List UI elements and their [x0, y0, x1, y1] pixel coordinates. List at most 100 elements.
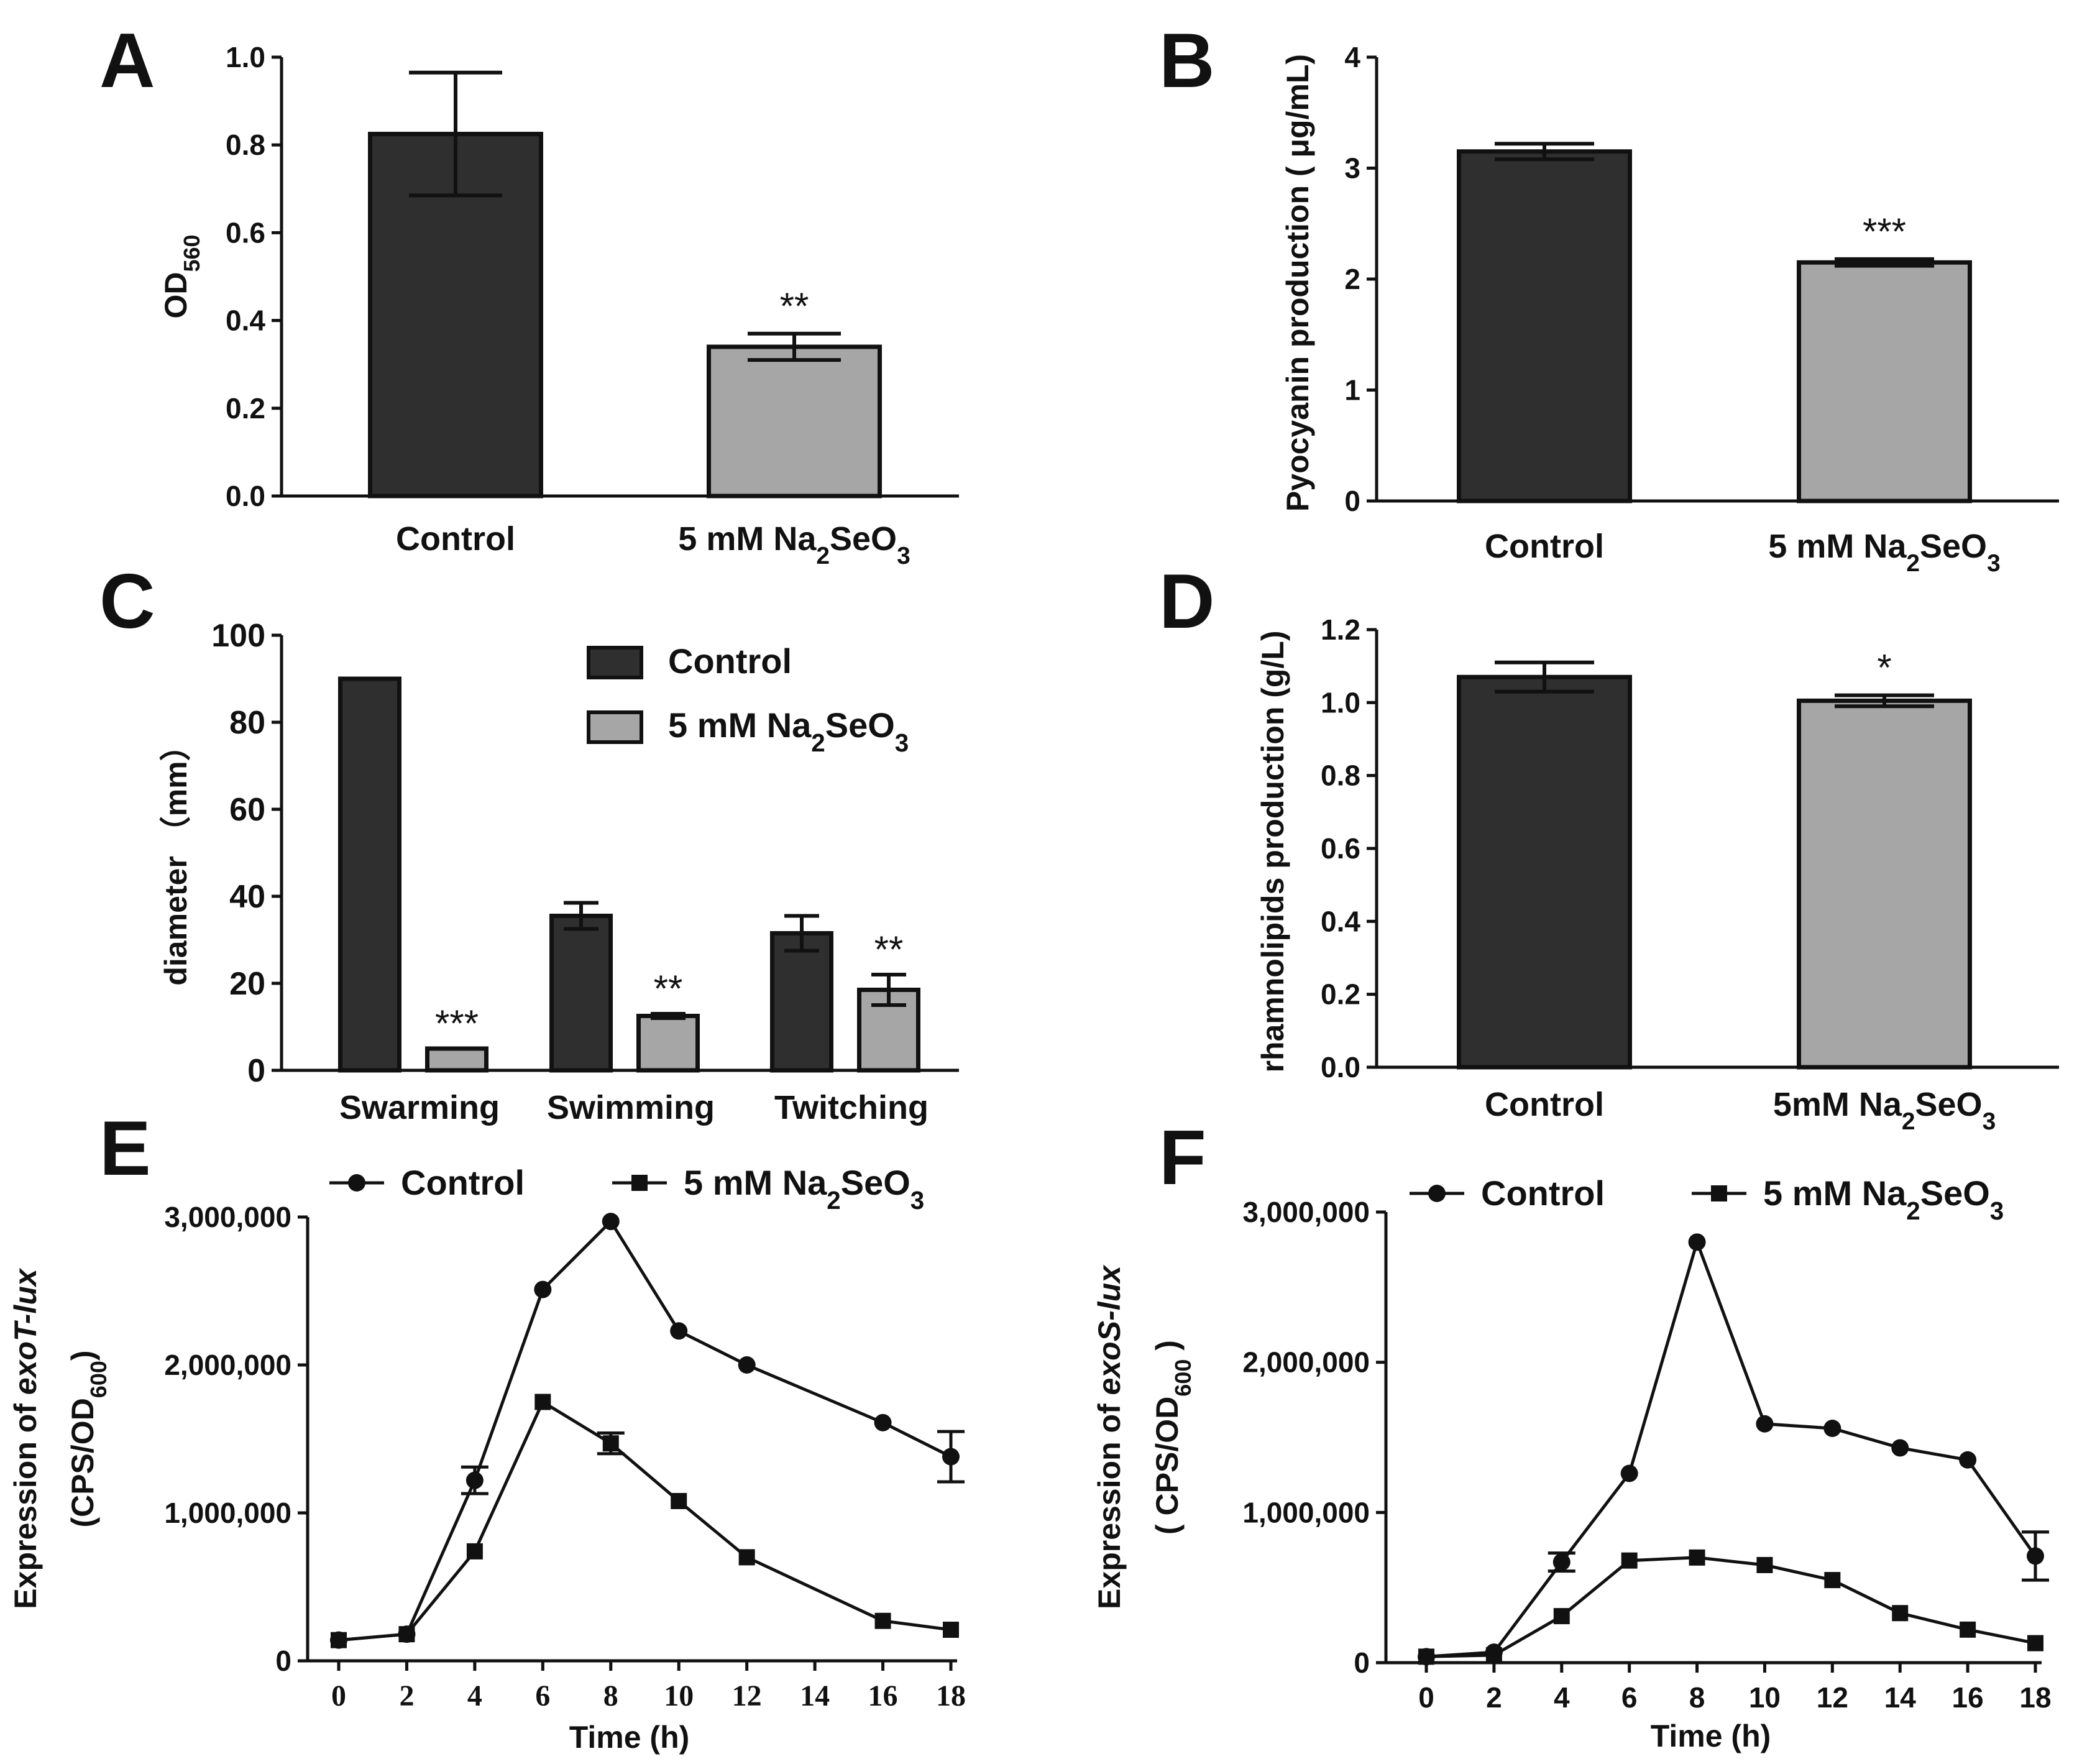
category-label-text: 5 mM Na	[1768, 528, 1907, 565]
legend-label-treated: 5 mM Na2SeO3	[1763, 1174, 2004, 1225]
y-axis-label-sub: 600	[86, 1361, 111, 1398]
significance-label: ***	[435, 1003, 479, 1044]
x-tick-label: 8	[1689, 1681, 1705, 1714]
legend-label-treated-mid: SeO	[1920, 1174, 1990, 1213]
category-label-sub: 2	[1902, 1108, 1915, 1135]
y-tick-label: 2,000,000	[1242, 1346, 1370, 1379]
legend-marker-treated	[631, 1175, 648, 1191]
y-axis-label: rhamnolipids production (g/L)	[1255, 630, 1290, 1072]
data-point-control	[670, 1322, 688, 1340]
x-tick-label: 14	[800, 1679, 830, 1712]
y-axis-title-units: (CPS/OD600)	[65, 1350, 111, 1527]
x-tick-label: 6	[1621, 1681, 1638, 1714]
y-tick-label: 40	[229, 879, 265, 915]
data-point-control	[1688, 1233, 1706, 1251]
data-point-treated	[602, 1435, 619, 1452]
legend-label-treated-mid: SeO	[825, 705, 895, 745]
data-point-control	[874, 1413, 892, 1431]
legend-label-treated-sub: 3	[1990, 1197, 2004, 1225]
data-point-treated	[738, 1549, 755, 1566]
y-tick-label: 1	[1344, 374, 1360, 407]
category-label-sub: 3	[897, 543, 910, 569]
y-axis-label-units: )	[65, 1350, 100, 1361]
bar-control	[338, 676, 401, 1073]
category-label-sub: 2	[816, 543, 830, 569]
data-point-treated	[331, 1632, 347, 1648]
group-label: Swarming	[339, 1089, 500, 1126]
y-tick-label: 2	[1344, 263, 1360, 295]
y-axis-label-units: )	[1150, 1340, 1185, 1359]
x-axis-label: Time (h)	[569, 1720, 690, 1755]
bar-treated	[707, 344, 882, 498]
y-axis-label-units: (CPS/OD	[65, 1398, 100, 1527]
y-axis-title: rhamnolipids production (g/L)	[1255, 630, 1290, 1072]
category-label-mid: SeO	[1920, 528, 1987, 565]
x-axis-label: Time (h)	[1651, 1719, 1771, 1753]
legend-label-treated-sub: 2	[1906, 1197, 1920, 1225]
data-point-control	[602, 1213, 620, 1231]
bar-control	[1457, 149, 1632, 503]
y-tick-label: 1.2	[1321, 613, 1360, 646]
x-tick-label: 12	[732, 1679, 762, 1712]
y-tick-label: 0	[1354, 1647, 1370, 1679]
data-point-treated	[466, 1543, 483, 1560]
panel-letter-B: B	[1159, 18, 1215, 104]
legend-label-control: Control	[1481, 1174, 1605, 1213]
y-tick-label: 0.2	[1321, 978, 1360, 1011]
y-tick-label: 2,000,000	[164, 1349, 291, 1381]
y-tick-label: 1,000,000	[164, 1497, 291, 1529]
category-label: 5mM Na2SeO3	[1773, 1086, 1996, 1135]
x-tick-label: 18	[936, 1679, 966, 1712]
y-axis-title: Expression of exoT-lux	[8, 1267, 43, 1609]
y-tick-label: 1,000,000	[1242, 1496, 1370, 1528]
category-label: Control	[1485, 1086, 1604, 1123]
category-label-mid: SeO	[830, 520, 897, 558]
significance-label: *	[1877, 647, 1891, 689]
data-point-control	[1756, 1415, 1774, 1433]
legend-label-control: Control	[668, 641, 792, 681]
y-tick-label: 4	[1344, 41, 1360, 73]
y-tick-label: 1.0	[226, 41, 265, 73]
y-tick-label: 0	[1344, 485, 1360, 517]
category-label-text: 5 mM Na	[678, 520, 817, 558]
y-axis-label-sub: 600	[1170, 1359, 1196, 1397]
category-label-mid: SeO	[1915, 1086, 1983, 1123]
bar-treated	[1797, 260, 1972, 503]
data-point-control	[1891, 1439, 1909, 1457]
x-tick-label: 4	[1554, 1681, 1570, 1714]
legend-marker-treated	[1711, 1185, 1727, 1201]
bar-treated	[1797, 698, 1972, 1070]
series-line-square	[338, 1399, 952, 1642]
data-point-control	[2027, 1547, 2044, 1565]
y-axis-title: Pyocyanin production ( μg/mL)	[1280, 54, 1315, 512]
x-tick-label: 10	[664, 1679, 694, 1712]
data-point-treated	[1689, 1549, 1705, 1566]
y-axis-title: OD560	[158, 234, 204, 318]
panel-letter-A: A	[99, 18, 155, 104]
data-point-treated	[1485, 1647, 1502, 1663]
series-line-circle	[1426, 1237, 2037, 1658]
x-tick-label: 18	[2019, 1681, 2051, 1714]
category-label-text: 5mM Na	[1773, 1086, 1902, 1123]
data-point-treated	[671, 1492, 687, 1509]
y-axis-label-gene: exoT-lux	[8, 1267, 43, 1395]
y-tick-label: 0.8	[1321, 760, 1360, 792]
y-tick-label: 100	[211, 618, 265, 654]
legend-label-treated-sub: 2	[811, 728, 825, 757]
panel-letter-C: C	[99, 559, 155, 645]
x-tick-label: 14	[1884, 1681, 1917, 1714]
y-tick-label: 3	[1344, 152, 1360, 185]
y-axis-label: Expression of	[1092, 1395, 1127, 1609]
x-tick-label: 10	[1749, 1681, 1781, 1714]
x-tick-label: 16	[1952, 1681, 1984, 1714]
x-tick-label: 4	[467, 1679, 482, 1712]
x-tick-label: 12	[1817, 1681, 1848, 1714]
y-axis-label: OD	[158, 272, 193, 319]
data-point-control	[1620, 1464, 1638, 1482]
panel-D: 0.0 0.2 0.4 0.6 0.8 1.0 1.2 Control 5mM Na2SeO3 *…	[1255, 613, 2059, 1135]
bar-treated	[425, 1046, 488, 1073]
y-tick-label: 0.2	[226, 392, 265, 425]
data-point-treated	[398, 1626, 415, 1643]
